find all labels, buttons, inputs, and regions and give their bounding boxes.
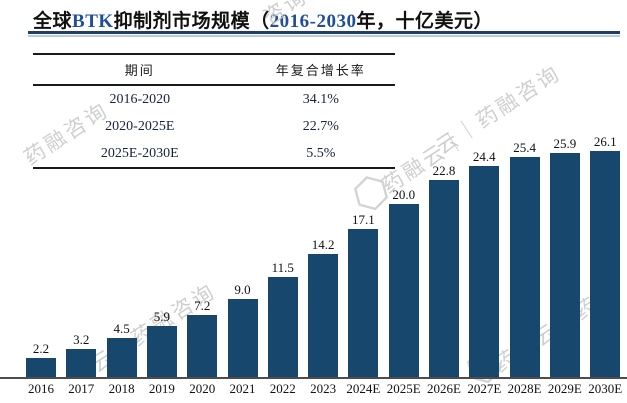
- cagr-table-header-row: 期间 年复合增长率: [33, 55, 395, 86]
- bar-2020: [187, 314, 218, 377]
- bar-value-label: 2.2: [32, 340, 50, 356]
- title-underline-navy: [28, 31, 620, 34]
- bar-2022: [267, 277, 298, 377]
- x-axis-tick-label: 2020: [189, 381, 216, 396]
- title-part: 2016-2030: [269, 11, 357, 32]
- bar-value-label: 5.9: [153, 308, 171, 324]
- x-axis-tick-label: 2030E: [588, 381, 623, 396]
- bar-2018: [106, 338, 137, 377]
- bar-2027E: [469, 165, 500, 377]
- x-axis-line: [0, 377, 627, 379]
- title-part: 抑制剂市场规模（: [113, 11, 270, 32]
- bar-value-label: 3.2: [73, 332, 90, 348]
- bar-2029E: [549, 152, 580, 377]
- cagr-period-cell: 2016-2020: [109, 91, 171, 107]
- title-part: 年，十亿美元）: [356, 11, 493, 32]
- bar-2017: [66, 349, 97, 377]
- cagr-table: 期间 年复合增长率 2016-2020 34.1% 2020-2025E 22.7% 2…: [33, 53, 395, 169]
- bar-2016: [26, 357, 56, 377]
- bar-value-label: 26.1: [593, 133, 617, 149]
- cagr-period-cell: 2025E-2030E: [100, 145, 179, 161]
- bar-value-label: 24.4: [472, 148, 496, 164]
- cagr-table-row: 2016-2020 34.1%: [33, 86, 395, 113]
- bar-2025E: [388, 203, 419, 377]
- x-axis-tick-label: 2024E: [346, 381, 381, 396]
- x-axis-tick-label: 2025E: [386, 381, 421, 396]
- bar-2023: [308, 254, 339, 377]
- title-underline-light: [28, 35, 620, 37]
- cagr-rate-cell: 22.7%: [302, 118, 339, 134]
- cagr-table-row: 2025E-2030E 5.5%: [33, 140, 395, 167]
- bar-value-label: 14.2: [311, 237, 335, 253]
- x-axis-tick-label: 2028E: [507, 381, 542, 396]
- cagr-rate-cell: 5.5%: [306, 145, 336, 161]
- bar-value-label: 20.0: [392, 186, 416, 202]
- x-axis-tick-label: 2016: [28, 381, 54, 396]
- x-axis-tick-label: 2023: [310, 381, 337, 396]
- x-axis-tick-label: 2026E: [427, 381, 461, 396]
- page-title: 全球BTK抑制剂市场规模（2016-2030年，十亿美元）: [33, 6, 493, 33]
- bar-value-label: 7.2: [194, 297, 211, 313]
- bar-2019: [146, 325, 177, 377]
- cagr-period-cell: 2020-2025E: [105, 118, 175, 134]
- x-axis-tick-label: 2027E: [467, 381, 502, 396]
- bar-value-label: 25.4: [513, 140, 536, 156]
- bar-value-label: 25.9: [553, 135, 577, 151]
- bar-value-label: 4.5: [113, 321, 130, 337]
- cagr-header-rate: 年复合增长率: [275, 63, 366, 78]
- title-part: 全球: [33, 11, 73, 32]
- bar-value-label: 9.0: [234, 282, 251, 298]
- bar-2028E: [509, 157, 540, 377]
- bar-2021: [227, 299, 258, 377]
- bar-value-label: 17.1: [352, 211, 375, 227]
- x-axis-tick-label: 2018: [108, 381, 135, 396]
- title-part: BTK: [72, 11, 114, 32]
- x-axis-tick-label: 2022: [269, 381, 296, 396]
- cagr-table-row: 2020-2025E 22.7%: [33, 113, 395, 140]
- bar-value-label: 11.5: [271, 260, 294, 276]
- cagr-header-period: 期间: [124, 63, 155, 78]
- bar-2030E: [590, 150, 621, 377]
- x-axis-tick-label: 2029E: [547, 381, 582, 396]
- cagr-rate-cell: 34.1%: [302, 91, 339, 107]
- x-axis-tick-label: 2021: [229, 381, 256, 396]
- bar-2024E: [348, 228, 379, 377]
- bar-2026E: [429, 179, 459, 377]
- x-axis-tick-label: 2019: [148, 381, 175, 396]
- bar-value-label: 22.8: [432, 162, 456, 178]
- x-axis-tick-label: 2017: [68, 381, 95, 396]
